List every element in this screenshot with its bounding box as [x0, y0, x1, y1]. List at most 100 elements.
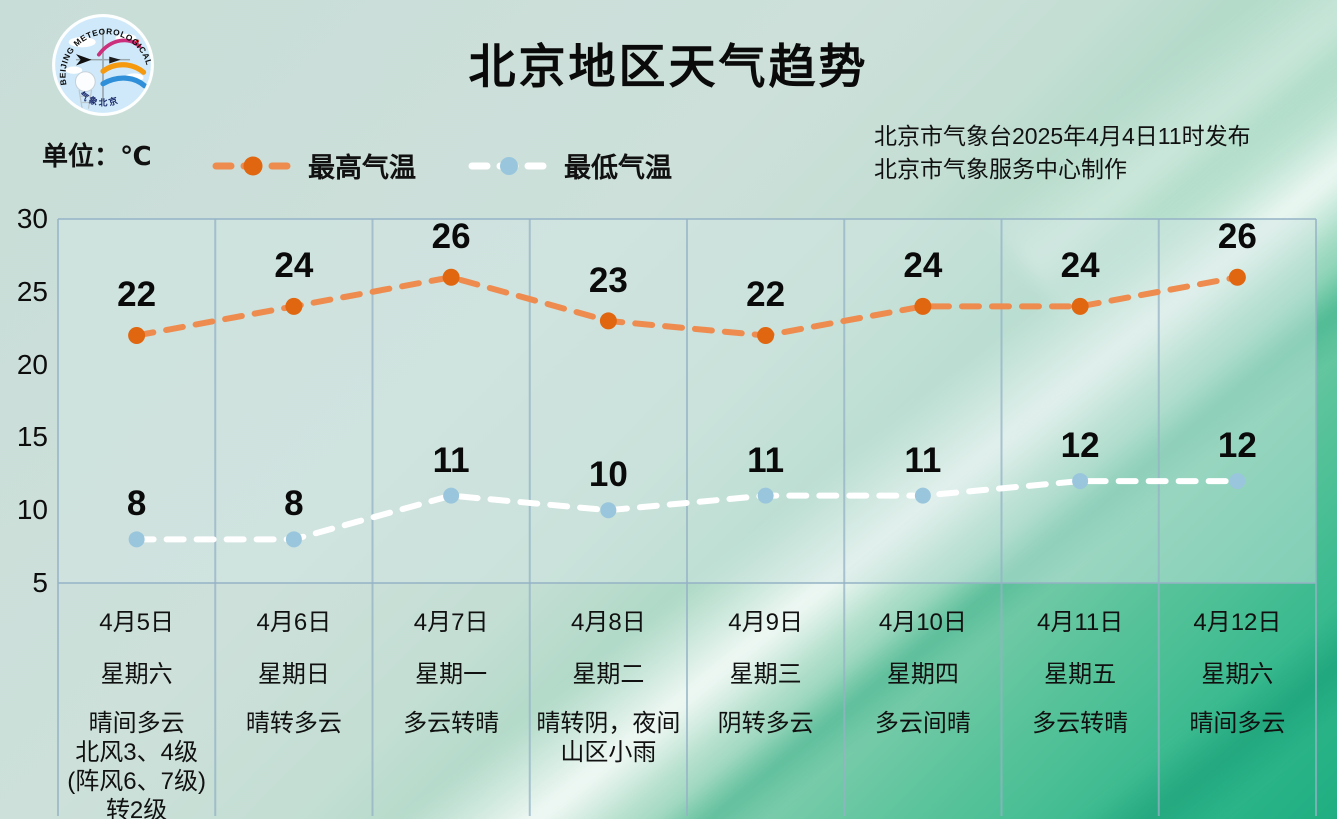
weekday-label: 星期一: [415, 661, 488, 688]
min-temp-point: [443, 487, 460, 504]
weekday-label: 星期三: [729, 661, 802, 688]
unit-label: 单位：℃: [42, 141, 152, 171]
weather-label: 晴转阴，夜间: [536, 710, 681, 737]
publish-line-2: 北京市气象服务中心制作: [874, 156, 1127, 182]
max-temp-point: [599, 312, 617, 330]
legend-swatch-max: [212, 156, 294, 175]
max-temp-value: 24: [274, 246, 314, 286]
max-temp-point: [757, 326, 775, 344]
min-temp-point: [1072, 473, 1089, 490]
y-tick: 15: [16, 421, 48, 453]
weekday-label: 星期六: [100, 661, 173, 688]
publish-line-1: 北京市气象台2025年4月4日11时发布: [874, 123, 1251, 149]
min-temp-value: 10: [588, 455, 628, 495]
weather-label: 晴转多云: [245, 710, 342, 737]
min-temp-point: [1229, 473, 1246, 490]
ribbon-blue-icon: [100, 75, 148, 89]
column-label: 4月6日星期日晴转多云: [215, 602, 372, 738]
legend: 最高气温 最低气温: [212, 146, 672, 185]
min-temp-point: [285, 531, 302, 548]
min-temp-value: 11: [432, 440, 470, 480]
min-temp-point: [128, 531, 145, 548]
weekday-label: 星期四: [886, 661, 959, 688]
mast-icon: [102, 28, 104, 102]
min-temp-point: [914, 487, 931, 504]
weather-label: 多云间晴: [874, 710, 971, 737]
legend-item-min-temp: 最低气温: [468, 146, 672, 185]
publish-info: 北京市气象台2025年4月4日11时发布 北京市气象服务中心制作: [874, 120, 1251, 186]
max-temp-value: 24: [1060, 246, 1100, 286]
min-temp-value: 12: [1060, 426, 1100, 466]
date-label: 4月11日: [1036, 609, 1124, 636]
cloud-icon: [68, 36, 96, 48]
weather-label: 转2级: [105, 797, 168, 819]
max-temp-point: [1228, 268, 1246, 286]
column-label: 4月8日星期二晴转阴，夜间 山区小雨: [530, 602, 687, 767]
weather-label: (阵风6、7级): [67, 768, 206, 795]
y-tick: 25: [16, 275, 48, 307]
min-temp-value: 11: [747, 440, 785, 480]
y-tick: 20: [16, 348, 48, 380]
legend-label-min: 最低气温: [564, 153, 672, 183]
max-temp-point: [1071, 297, 1089, 315]
figure-icon: [135, 39, 139, 43]
cloud-icon: [65, 66, 83, 74]
column-label: 4月11日星期五多云转晴: [1002, 602, 1159, 738]
radar-tower-icon: [78, 89, 93, 109]
legend-label-max: 最高气温: [308, 153, 416, 183]
weather-label: 多云转晴: [403, 710, 500, 737]
weather-label: 山区小雨: [560, 739, 657, 766]
date-label: 4月10日: [878, 609, 967, 636]
column-label: 4月5日星期六晴间多云 北风3、4级 (阵风6、7级) 转2级: [58, 602, 215, 819]
legend-swatch-min: [468, 156, 550, 175]
max-temp-value: 26: [431, 217, 471, 257]
wind-arrow-icon: [75, 54, 92, 66]
weekday-label: 星期五: [1044, 661, 1117, 688]
min-temp-point: [757, 487, 774, 504]
page-title: 北京地区天气趋势: [468, 40, 869, 93]
min-temp-value: 8: [284, 484, 304, 524]
date-label: 4月6日: [256, 609, 332, 636]
y-tick: 10: [16, 494, 48, 526]
y-tick: 5: [32, 567, 48, 598]
max-temp-point: [914, 297, 932, 315]
figure-icon: [135, 42, 140, 47]
weather-label: 阴转多云: [717, 710, 814, 737]
radar-dome-icon: [74, 71, 96, 93]
max-temp-point: [128, 326, 146, 344]
beijing-meteorological-service-logo: BEIJING METEOROLOGICAL SERVICE 气象北京: [51, 13, 154, 116]
small-arrow-icon: [109, 56, 121, 64]
max-temp-value: 26: [1217, 217, 1257, 257]
weather-label: 北风3、4级: [75, 739, 198, 766]
max-temp-value: 24: [903, 246, 943, 286]
weather-label: 晴间多云: [1189, 710, 1286, 737]
date-label: 4月5日: [99, 609, 174, 636]
weekday-label: 星期六: [1201, 661, 1274, 688]
max-temp-value: 22: [746, 275, 786, 315]
min-temp-point: [600, 502, 617, 519]
column-label: 4月7日星期一多云转晴: [373, 602, 530, 738]
min-temp-value: 12: [1217, 426, 1257, 466]
min-temp-value: 8: [126, 484, 147, 524]
logo-artwork: [65, 28, 148, 109]
legend-item-max-temp: 最高气温: [212, 146, 416, 185]
date-label: 4月7日: [413, 609, 489, 636]
weekday-label: 星期二: [572, 661, 645, 688]
max-temp-point: [285, 297, 303, 315]
date-label: 4月12日: [1193, 609, 1282, 636]
crossbar-icon: [75, 58, 131, 61]
column-label: 4月12日星期六晴间多云: [1159, 602, 1316, 738]
column-label: 4月9日星期三阴转多云: [687, 602, 844, 738]
max-temp-point: [442, 268, 460, 286]
max-temp-value: 23: [588, 260, 628, 300]
weather-label: 晴间多云: [88, 710, 185, 737]
weekday-label: 星期日: [257, 661, 330, 688]
min-temp-value: 11: [904, 440, 942, 480]
weather-label: 多云转晴: [1032, 710, 1129, 737]
column-label: 4月10日星期四多云间晴: [844, 602, 1001, 738]
date-label: 4月9日: [728, 609, 803, 636]
ribbon-orange-icon: [100, 62, 147, 75]
date-label: 4月8日: [571, 609, 646, 636]
y-tick: 30: [16, 203, 48, 234]
